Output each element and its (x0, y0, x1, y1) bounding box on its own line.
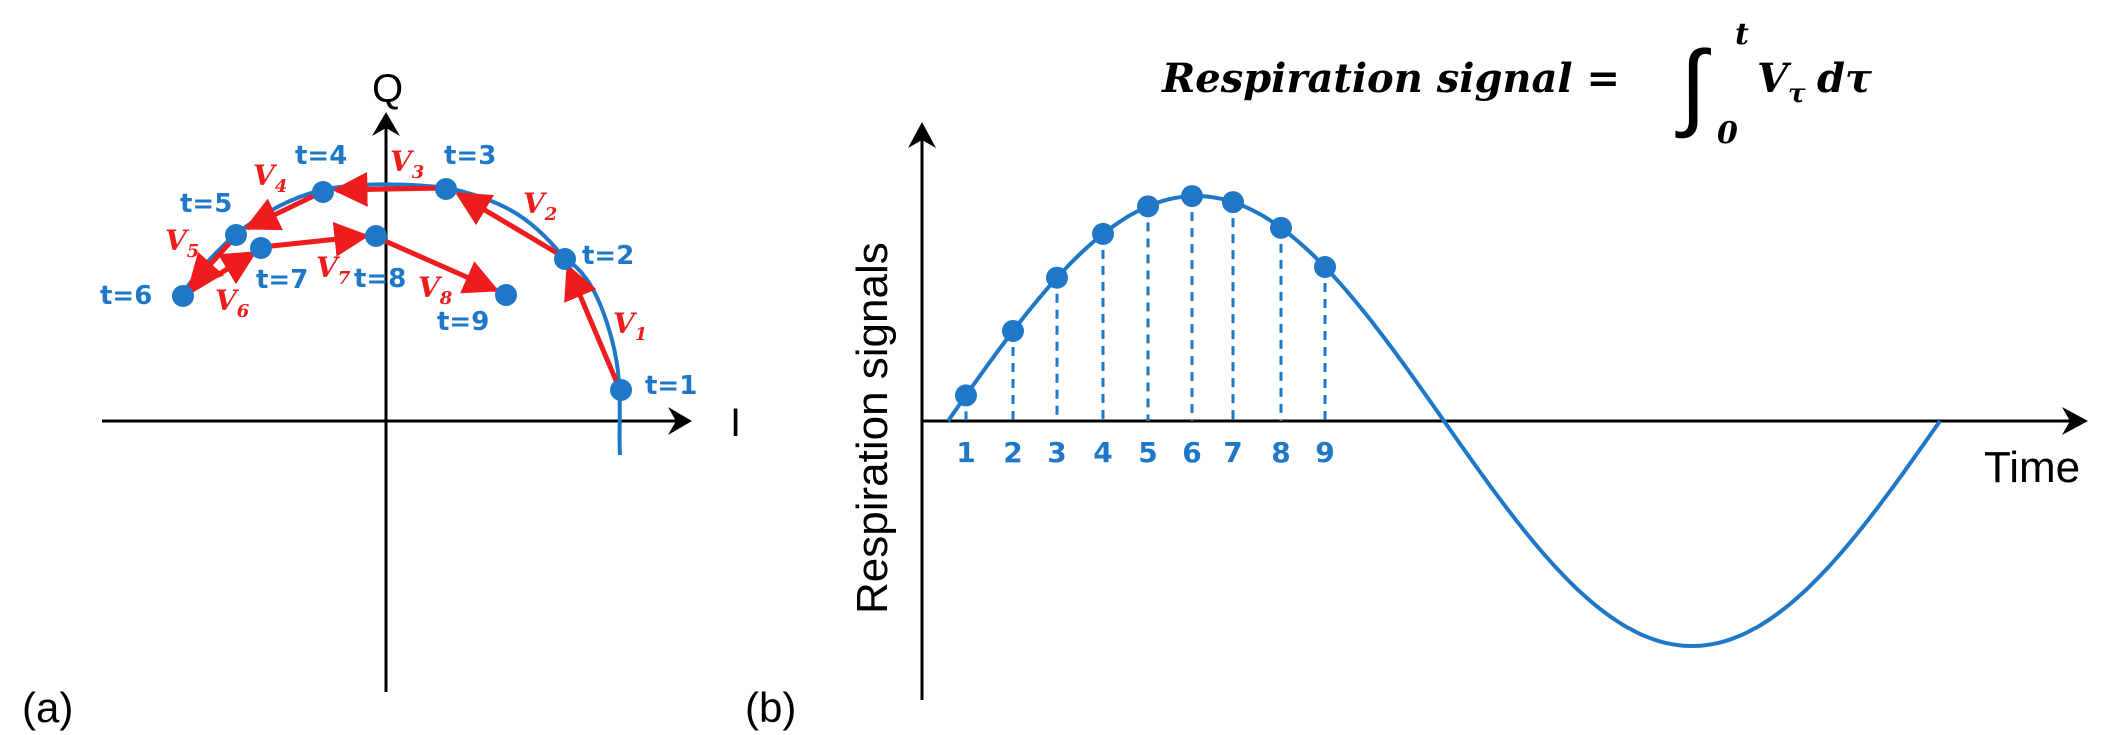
formula-integral-sign: ∫ (1675, 32, 1711, 139)
iq-point-t5 (225, 224, 247, 246)
i-axis-arrowhead (668, 407, 692, 435)
vector-v3-arrow (332, 171, 447, 207)
point-label-t8: t=8 (354, 264, 406, 294)
respiration-formula: Respiration signal = ∫ t 0 Vτ dτ (1161, 17, 1872, 151)
vector-label-v4: V4 (253, 159, 287, 197)
point-label-t1: t=1 (645, 371, 697, 401)
vector-label-v1: V1 (613, 307, 647, 345)
vector-v6-arrow (182, 250, 258, 298)
vector-arrows (182, 171, 623, 391)
sample-number-label: 7 (1223, 436, 1242, 469)
panel-a: I Q (a) t=1 (22, 67, 741, 731)
sample-point (1092, 222, 1114, 245)
vector-label-v5: V5 (165, 224, 199, 262)
time-axis-label: Time (1984, 443, 2080, 492)
formula-integrand: Vτ (1757, 55, 1806, 109)
sample-point (1181, 185, 1203, 208)
sample-point (1222, 191, 1244, 214)
point-label-t3: t=3 (444, 141, 496, 171)
sample-point (1137, 195, 1159, 218)
signal-axis-label: Respiration signals (848, 242, 897, 614)
vector-label-v7: V7 (316, 251, 351, 289)
vector-v8-arrow (374, 234, 500, 294)
vector-label-v8: V8 (418, 271, 453, 309)
time-axis-arrowhead (2062, 407, 2088, 435)
vector-v2-arrow (454, 191, 564, 259)
vector-v4-arrow (243, 189, 324, 231)
point-label-t9: t=9 (437, 307, 489, 337)
signal-axis-arrowhead (908, 122, 936, 148)
sample-number-label: 5 (1138, 436, 1157, 469)
sample-point (1046, 266, 1068, 289)
sample-point (1314, 256, 1336, 279)
iq-points (172, 178, 632, 401)
sample-point (955, 384, 977, 407)
sample-number-label: 8 (1271, 436, 1290, 469)
vector-v5-arrow (187, 235, 237, 290)
formula-upper-limit: t (1735, 17, 1749, 52)
i-axis-label: I (730, 401, 741, 445)
sample-number-label: 6 (1182, 436, 1201, 469)
iq-point-t9 (495, 284, 517, 306)
iq-point-t7 (250, 237, 272, 259)
point-label-t5: t=5 (180, 189, 232, 219)
sample-number-label: 3 (1047, 436, 1066, 469)
point-label-t7: t=7 (256, 265, 308, 295)
formula-differential: dτ (1817, 55, 1872, 102)
sample-number-label: 9 (1315, 436, 1334, 469)
panel-b-label: (b) (745, 684, 796, 731)
iq-point-t2 (554, 248, 576, 270)
respiration-wave (946, 193, 1942, 649)
vector-label-v3: V3 (390, 145, 424, 183)
formula-lhs: Respiration signal = (1161, 55, 1620, 102)
vector-label-v2: V2 (523, 187, 557, 225)
q-axis-arrowhead (372, 112, 400, 136)
vector-v7-arrow (261, 221, 370, 257)
vector-label-v6: V6 (215, 284, 250, 322)
point-label-t6: t=6 (100, 281, 152, 311)
formula-lower-limit: 0 (1717, 116, 1738, 151)
sample-number-label: 4 (1093, 436, 1112, 469)
sample-number-label: 1 (956, 436, 975, 469)
panel-b: (b) Respiration signal = ∫ t 0 Vτ dτ Tim… (745, 17, 2088, 731)
point-label-t4: t=4 (295, 141, 347, 171)
sample-point (1270, 216, 1292, 239)
iq-point-t3 (435, 178, 457, 200)
iq-point-t8 (365, 225, 387, 247)
iq-point-t4 (312, 181, 334, 203)
vector-v1-arrow (564, 263, 623, 391)
point-label-t2: t=2 (582, 241, 634, 271)
q-axis-label: Q (372, 67, 403, 111)
sample-point (1002, 319, 1024, 342)
sample-number-label: 2 (1003, 436, 1022, 469)
iq-point-t1 (610, 379, 632, 401)
iq-point-t6 (172, 285, 194, 307)
panel-a-label: (a) (22, 684, 73, 731)
